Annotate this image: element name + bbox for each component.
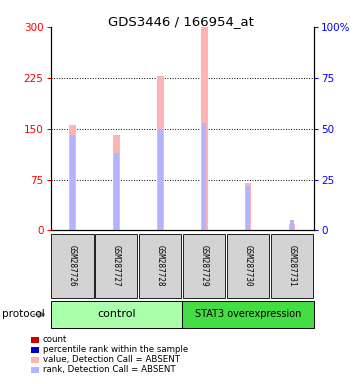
Bar xyxy=(289,223,295,230)
Bar xyxy=(290,220,294,230)
Bar xyxy=(69,125,76,230)
Text: protocol: protocol xyxy=(2,310,44,319)
Bar xyxy=(70,135,75,230)
Text: GSM287731: GSM287731 xyxy=(288,245,297,287)
Text: GSM287730: GSM287730 xyxy=(244,245,253,287)
Bar xyxy=(202,122,206,230)
Text: control: control xyxy=(97,310,136,319)
Bar xyxy=(246,185,251,230)
Text: GSM287726: GSM287726 xyxy=(68,245,77,287)
Bar xyxy=(157,76,164,230)
Text: value, Detection Call = ABSENT: value, Detection Call = ABSENT xyxy=(43,355,180,364)
Text: GSM287729: GSM287729 xyxy=(200,245,209,287)
Text: rank, Detection Call = ABSENT: rank, Detection Call = ABSENT xyxy=(43,365,175,374)
Text: GSM287727: GSM287727 xyxy=(112,245,121,287)
Text: GDS3446 / 166954_at: GDS3446 / 166954_at xyxy=(108,15,253,28)
Text: percentile rank within the sample: percentile rank within the sample xyxy=(43,345,188,354)
Bar xyxy=(158,129,162,230)
Bar xyxy=(114,153,119,230)
Text: STAT3 overexpression: STAT3 overexpression xyxy=(195,310,301,319)
Bar xyxy=(113,136,120,230)
Bar xyxy=(201,27,208,230)
Bar xyxy=(245,183,252,230)
Text: count: count xyxy=(43,335,68,344)
Text: GSM287728: GSM287728 xyxy=(156,245,165,287)
